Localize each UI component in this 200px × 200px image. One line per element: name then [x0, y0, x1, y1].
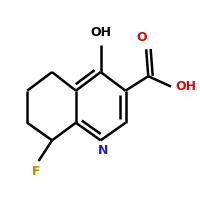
Text: O: O — [137, 31, 147, 44]
Text: OH: OH — [90, 26, 111, 39]
Text: OH: OH — [175, 80, 196, 93]
Text: F: F — [32, 165, 41, 178]
Text: N: N — [98, 144, 108, 157]
